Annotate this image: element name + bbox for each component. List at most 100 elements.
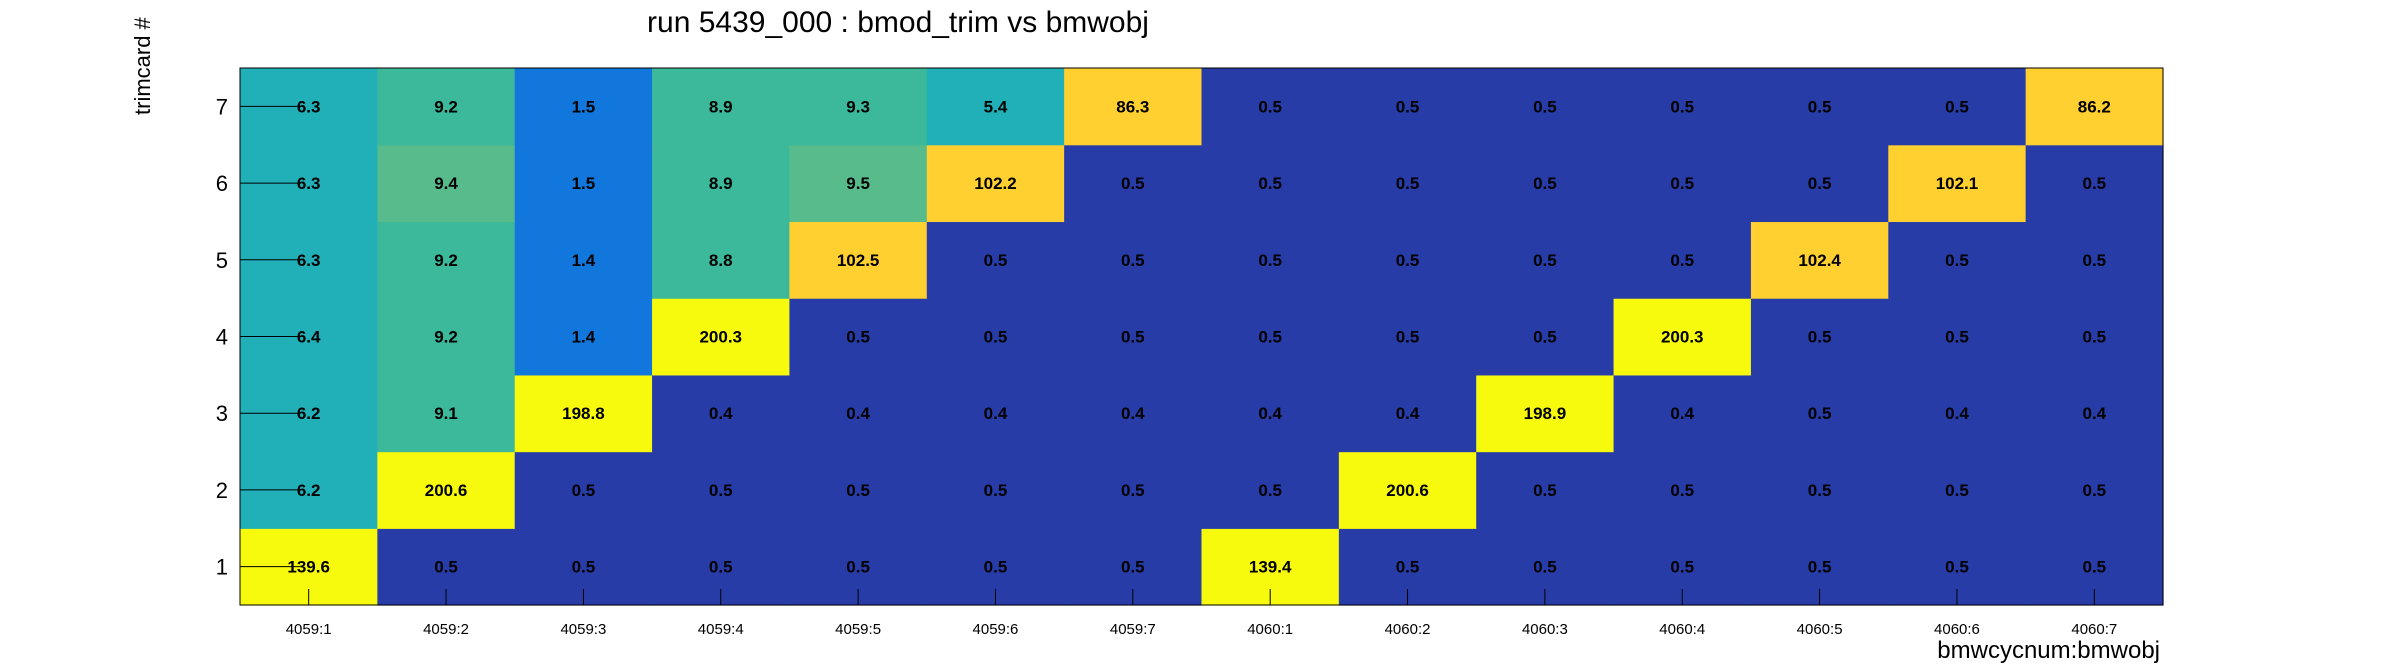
cell-labels: 139.6 0.5 0.5 0.5 0.5 0.5 0.5 139.4 0.5 0.5 0.5 0.5… — [287, 97, 2110, 576]
cell-value-label: 0.5 — [1396, 251, 1420, 270]
heatmap-cell — [1338, 451, 1477, 529]
cell-value-label: 0.5 — [1121, 328, 1145, 347]
cell-value-label: 5.4 — [984, 97, 1008, 116]
heatmap-cell — [1613, 68, 1752, 146]
cell-value-label: 0.5 — [984, 328, 1008, 347]
cell-value-label: 0.5 — [2083, 558, 2107, 577]
cell-value-label: 0.5 — [1533, 97, 1557, 116]
cell-value-label: 9.2 — [434, 97, 458, 116]
x-tick-label: 4060:7 — [2071, 621, 2117, 638]
cell-value-label: 200.3 — [1661, 328, 1704, 347]
heatmap-cell — [652, 68, 791, 146]
x-tick-label: 4059:3 — [560, 621, 606, 638]
heatmap-cell — [514, 68, 653, 146]
cell-value-label: 0.5 — [434, 558, 458, 577]
heatmap-cell — [2025, 451, 2164, 529]
cell-value-label: 0.5 — [1808, 558, 1832, 577]
heatmap-cell — [1064, 144, 1203, 223]
cell-value-label: 0.5 — [1258, 174, 1282, 193]
cell-value-label: 0.5 — [2083, 481, 2107, 500]
cell-value-label: 102.2 — [974, 174, 1017, 193]
heatmap-cell — [652, 374, 791, 453]
cell-value-label: 0.5 — [984, 251, 1008, 270]
cell-value-label: 0.5 — [572, 558, 596, 577]
heatmap-cell — [789, 451, 928, 529]
heatmap-cell — [926, 298, 1065, 376]
x-tick-label: 4060:3 — [1522, 621, 1568, 638]
cell-value-label: 0.5 — [1258, 328, 1282, 347]
heatmap-cell — [1201, 221, 1340, 299]
cell-value-label: 0.4 — [1945, 404, 1969, 423]
cell-value-label: 102.4 — [1798, 251, 1841, 270]
heatmap-cell — [1888, 374, 2027, 453]
chart-title: run 5439_000 : bmod_trim vs bmwobj — [647, 6, 1149, 39]
heatmap-cell — [1888, 451, 2027, 529]
cell-value-label: 9.2 — [434, 328, 458, 347]
cell-value-label: 0.5 — [2083, 328, 2107, 347]
heatmap-cell — [1064, 374, 1203, 453]
cell-value-label: 0.4 — [1670, 404, 1694, 423]
heatmap-cell — [514, 298, 653, 376]
cell-value-label: 0.5 — [1396, 97, 1420, 116]
cell-value-label: 0.4 — [709, 404, 733, 423]
cell-value-label: 0.5 — [1533, 481, 1557, 500]
cell-value-label: 0.5 — [1258, 97, 1282, 116]
heatmap-cell — [1750, 374, 1889, 453]
heatmap-cell — [1476, 374, 1615, 453]
heatmap-cell — [1201, 374, 1340, 453]
heatmap-cell — [1888, 144, 2027, 223]
heatmap-cell — [377, 298, 516, 376]
y-tick-label: 7 — [216, 94, 228, 119]
heatmap-cell — [514, 144, 653, 223]
cell-value-label: 0.5 — [1945, 251, 1969, 270]
heatmap-cell — [1476, 68, 1615, 146]
heatmap-cell — [1338, 298, 1477, 376]
cell-value-label: 0.5 — [1808, 97, 1832, 116]
cell-value-label: 0.5 — [1533, 251, 1557, 270]
heatmap-cell — [1338, 374, 1477, 453]
heatmap-cell — [1064, 68, 1203, 146]
cell-value-label: 0.5 — [1396, 558, 1420, 577]
heatmap-cell — [2025, 298, 2164, 376]
cell-value-label: 139.4 — [1249, 558, 1292, 577]
cell-value-label: 0.4 — [984, 404, 1008, 423]
x-tick-label: 4059:5 — [835, 621, 881, 638]
heatmap-cell — [2025, 68, 2164, 146]
cell-value-label: 9.2 — [434, 251, 458, 270]
cell-value-label: 0.5 — [1121, 481, 1145, 500]
heatmap-cell — [926, 144, 1065, 223]
cell-value-label: 0.5 — [846, 481, 870, 500]
heatmap-cell — [926, 68, 1065, 146]
heatmap-cell — [1201, 68, 1340, 146]
cell-value-label: 0.5 — [984, 481, 1008, 500]
heatmap-cell — [1338, 221, 1477, 299]
heatmap-cell — [1750, 68, 1889, 146]
heatmap-cell — [789, 298, 928, 376]
cell-value-label: 0.4 — [1396, 404, 1420, 423]
cell-value-label: 102.1 — [1936, 174, 1979, 193]
cell-value-label: 6.3 — [297, 174, 321, 193]
x-tick-label: 4059:1 — [286, 621, 332, 638]
heatmap-cell — [1476, 451, 1615, 529]
y-tick-label: 3 — [216, 401, 228, 426]
heatmap-cell — [1476, 221, 1615, 299]
cell-value-label: 9.4 — [434, 174, 458, 193]
heatmap-cell — [789, 221, 928, 299]
cell-value-label: 0.5 — [1808, 328, 1832, 347]
cell-value-label: 139.6 — [287, 558, 330, 577]
heatmap-cell — [1888, 298, 2027, 376]
heatmap-cell — [2025, 144, 2164, 223]
x-tick-label: 4059:4 — [698, 621, 744, 638]
heatmap-cell — [1201, 451, 1340, 529]
cell-value-label: 0.5 — [572, 481, 596, 500]
cell-value-label: 200.6 — [425, 481, 468, 500]
x-tick-label: 4060:1 — [1247, 621, 1293, 638]
heatmap-cell — [1201, 144, 1340, 223]
heatmap-cell — [926, 374, 1065, 453]
cell-value-label: 0.5 — [1258, 251, 1282, 270]
cell-value-label: 0.5 — [1945, 558, 1969, 577]
cell-value-label: 0.5 — [846, 328, 870, 347]
heatmap-cell — [1613, 451, 1752, 529]
y-tick-label: 6 — [216, 171, 228, 196]
